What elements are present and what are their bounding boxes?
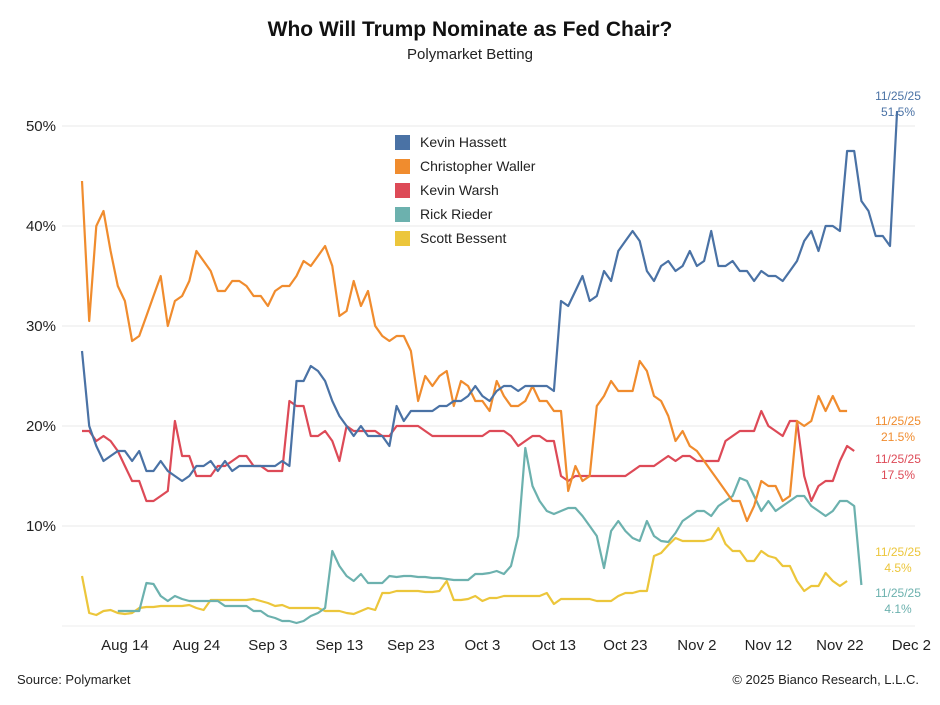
x-tick-label: Aug 14 — [101, 637, 149, 654]
y-tick-label: 20% — [26, 418, 56, 435]
x-axis: Aug 14 Aug 24 Sep 3 Sep 13 Sep 23 Oct 3 Oct 13… — [101, 637, 931, 654]
legend-swatch — [395, 158, 410, 174]
y-tick-label: 50% — [26, 118, 56, 135]
source-note: Source: Polymarket — [17, 672, 131, 687]
end-label: 17.5% — [881, 468, 915, 482]
x-tick-label: Nov 12 — [745, 637, 793, 654]
y-tick-label: 10% — [26, 518, 56, 535]
x-tick-label: Nov 2 — [677, 637, 716, 654]
x-tick-label: Sep 3 — [248, 637, 287, 654]
legend-item: Rick Rieder — [395, 202, 535, 226]
legend-swatch — [395, 134, 410, 150]
end-label: 4.1% — [884, 602, 912, 616]
y-tick-label: 40% — [26, 218, 56, 235]
legend-label: Kevin Warsh — [420, 182, 499, 198]
legend-swatch — [395, 206, 410, 222]
end-label: 11/25/25 — [875, 452, 921, 466]
x-tick-label: Oct 3 — [464, 637, 500, 654]
end-label: 4.5% — [884, 561, 912, 575]
x-tick-label: Dec 2 — [892, 637, 931, 654]
end-label: 11/25/25 — [875, 545, 921, 559]
y-tick-label: 30% — [26, 318, 56, 335]
legend-item: Kevin Warsh — [395, 178, 535, 202]
series-line-kevin-hassett — [80, 110, 899, 483]
legend: Kevin Hassett Christopher Waller Kevin W… — [395, 130, 535, 250]
series-line-kevin-warsh — [82, 399, 855, 503]
x-tick-label: Oct 23 — [603, 637, 647, 654]
end-label: 11/25/25 — [875, 414, 921, 428]
end-labels: 11/25/25 51.5% 11/25/25 21.5% 11/25/25 17.5% 1… — [875, 89, 921, 616]
legend-swatch — [395, 182, 410, 198]
legend-item: Christopher Waller — [395, 154, 535, 178]
end-label: 51.5% — [881, 105, 915, 119]
copyright-note: © 2025 Bianco Research, L.L.C. — [732, 672, 919, 687]
y-axis: 10% 20% 30% 40% 50% — [26, 118, 56, 535]
legend-label: Rick Rieder — [420, 206, 493, 222]
end-label: 11/25/25 — [875, 586, 921, 600]
x-tick-label: Sep 23 — [387, 637, 435, 654]
x-tick-label: Aug 24 — [173, 637, 221, 654]
chart-title: Who Will Trump Nominate as Fed Chair? — [267, 18, 673, 41]
legend-label: Kevin Hassett — [420, 134, 507, 150]
gridlines — [62, 125, 915, 627]
series-line-rick-rieder — [117, 446, 863, 625]
legend-swatch — [395, 230, 410, 246]
end-label: 11/25/25 — [875, 89, 921, 103]
chart-subtitle: Polymarket Betting — [407, 46, 533, 63]
x-tick-label: Sep 13 — [316, 637, 364, 654]
series-line-christopher-waller — [80, 180, 848, 523]
legend-item: Scott Bessent — [395, 226, 535, 250]
legend-item: Kevin Hassett — [395, 130, 535, 154]
x-tick-label: Oct 13 — [532, 637, 576, 654]
series-lines — [80, 110, 899, 625]
end-label: 21.5% — [881, 430, 915, 444]
legend-label: Scott Bessent — [420, 230, 507, 246]
x-tick-label: Nov 22 — [816, 637, 864, 654]
legend-label: Christopher Waller — [420, 158, 536, 174]
